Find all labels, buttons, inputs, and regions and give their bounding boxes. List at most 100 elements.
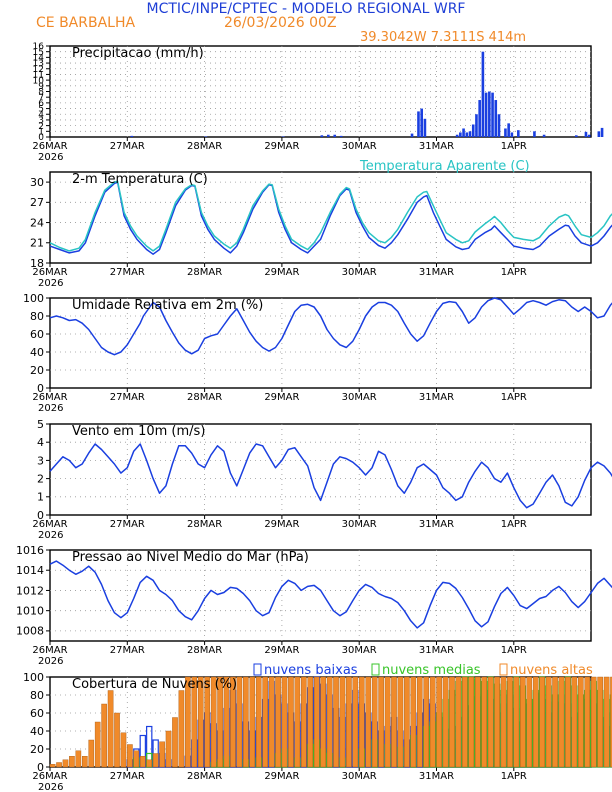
precip-bar: [420, 108, 423, 137]
press-line: [49, 560, 612, 629]
clouds-bar: [365, 676, 372, 768]
clouds-bar: [288, 676, 294, 768]
clouds-ytick-label: 20: [30, 743, 44, 756]
clouds-ytick-label: 0: [37, 761, 44, 774]
clouds-bar: [185, 676, 191, 768]
clouds-bar: [223, 676, 230, 768]
precip-ytick-label: 1: [38, 127, 44, 137]
temp-ytick-label: 30: [30, 176, 44, 189]
clouds-bar: [101, 703, 107, 768]
clouds-bar: [339, 676, 346, 768]
clouds-bar: [107, 690, 114, 768]
precip-bar: [507, 123, 510, 137]
rh-xtick-label: 30MAR: [342, 392, 377, 403]
clouds-bar: [146, 759, 153, 768]
clouds-year-label: 2026: [38, 782, 63, 792]
clouds-bar: [94, 721, 101, 768]
clouds-bar: [307, 676, 314, 768]
wind-ytick-label: 2: [37, 472, 44, 485]
temp-xtick-label: 31MAR: [419, 267, 454, 278]
rh-year-label: 2026: [38, 403, 63, 414]
temp-xtick-label: 26MAR: [32, 267, 67, 278]
rh-frame: [49, 297, 592, 389]
precip-ytick-label: 14: [33, 54, 45, 64]
press-ytick-label: 1012: [16, 584, 44, 597]
precip-ytick-label: 5: [38, 105, 44, 115]
wind-year-label: 2026: [38, 530, 63, 541]
precip-bar: [497, 114, 501, 137]
wind-ytick-label: 0: [37, 509, 44, 522]
precip-bar: [204, 136, 208, 137]
clouds-bar: [500, 676, 507, 768]
precip-ytick-label: 11: [33, 71, 44, 81]
meteogram-title: MCTIC/INPE/CPTEC - MODELO REGIONAL WRF: [147, 1, 466, 17]
press-xtick-label: 27MAR: [110, 645, 145, 656]
temp-ytick-label: 18: [30, 257, 44, 270]
temp-xtick-label: 1APR: [501, 267, 527, 278]
wind-ytick-label: 5: [37, 418, 44, 431]
clouds-bar: [191, 676, 198, 768]
clouds-bar: [378, 676, 384, 768]
clouds-bar: [429, 676, 436, 768]
press-panel: 1008 1010 1012 1014 1016 26MAR 27MAR 28MAR 29MAR…: [16, 544, 612, 667]
precip-bar: [475, 114, 478, 137]
clouds-bar: [391, 676, 397, 768]
precip-ytick-label: 8: [38, 88, 44, 98]
clouds-bar: [416, 676, 423, 768]
precip-ytick-label: 7: [38, 93, 44, 103]
precip-bar: [339, 135, 343, 137]
temp-series-temperatura-aparente: [49, 180, 612, 252]
precip-bar: [455, 134, 459, 137]
rh-xtick-label: 1APR: [501, 392, 527, 403]
precip-ytick-label: 9: [38, 82, 44, 92]
rh-ytick-label: 20: [30, 364, 44, 377]
clouds-bar: [75, 750, 82, 768]
precip-title: Precipitacao (mm/h): [72, 46, 204, 61]
precip-bar: [478, 100, 481, 137]
clouds-bar: [603, 676, 610, 768]
clouds-bar: [262, 676, 268, 768]
clouds-bar: [178, 690, 185, 768]
temp-series-2-m-temperatura: [49, 181, 612, 255]
precip-bar: [326, 134, 330, 137]
wind-ytick-label: 4: [37, 436, 44, 449]
clouds-series-nuvens-altas: [49, 676, 612, 768]
press-ytick-label: 1014: [16, 564, 44, 577]
precip-bar: [410, 133, 414, 137]
wind-series-vento: [49, 443, 612, 509]
precip-series-precipitacao: [130, 51, 604, 137]
clouds-bar: [474, 676, 481, 768]
press-xtick-label: 30MAR: [342, 645, 377, 656]
press-ytick-label: 1008: [16, 625, 44, 638]
precip-bar: [597, 131, 601, 137]
precip-bar: [533, 131, 536, 137]
clouds-bar: [410, 676, 417, 768]
precip-ytick-label: 10: [33, 76, 45, 86]
precip-xtick-label: 28MAR: [187, 141, 222, 152]
clouds-bar: [462, 676, 468, 768]
clouds-bar: [571, 676, 578, 768]
temp-legend: Temperatura Aparente (C): [359, 159, 530, 174]
rh-xtick-label: 31MAR: [419, 392, 454, 403]
wind-xtick-label: 26MAR: [32, 519, 67, 530]
clouds-ytick-label: 40: [30, 725, 44, 738]
precip-ytick-label: 2: [38, 122, 44, 132]
wind-ytick-label: 1: [37, 491, 44, 504]
precip-bar: [600, 127, 604, 137]
cloud-legend-swatch: [499, 663, 508, 676]
clouds-xtick-label: 1APR: [501, 771, 527, 782]
clouds-bar: [565, 676, 571, 768]
precip-bar: [517, 130, 520, 137]
coords-label: 39.3042W 7.3111S 414m: [360, 30, 526, 45]
clouds-bar: [578, 676, 584, 768]
clouds-bar: [139, 756, 146, 768]
precip-bar: [510, 132, 514, 137]
precip-bar: [459, 132, 462, 137]
rh-xtick-label: 27MAR: [110, 392, 145, 403]
clouds-bar: [326, 676, 333, 768]
clouds-xtick-label: 29MAR: [264, 771, 299, 782]
rh-ytick-label: 100: [23, 292, 44, 305]
wind-grid: [50, 424, 591, 515]
